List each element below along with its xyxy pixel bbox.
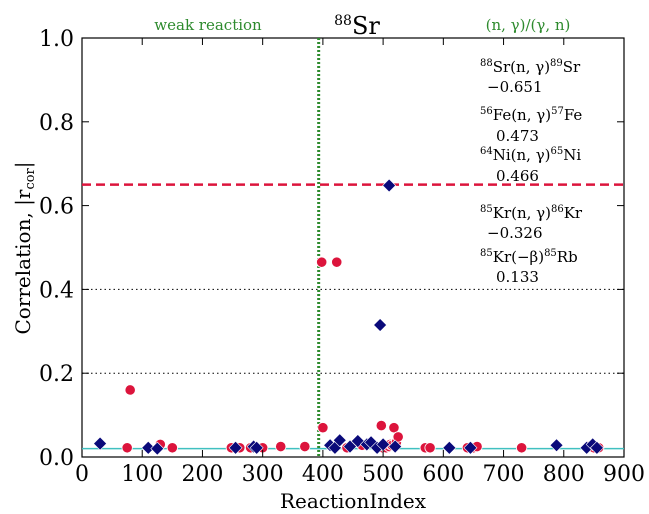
x-tick-label-9: 900 [603, 462, 645, 487]
annotation-3-value: −0.326 [487, 224, 543, 242]
y-tick-label-3: 0.6 [39, 195, 74, 220]
circle-point-21 [388, 422, 400, 434]
x-tick-label-7: 700 [483, 462, 525, 487]
circle-point-0 [121, 442, 133, 454]
annotation-3-reaction: 85Kr(n, γ)86Kr [480, 204, 583, 222]
header-right-label: (n, γ)/(γ, n) [486, 16, 571, 34]
diamond-point-23 [589, 440, 604, 455]
diamond-point-14 [373, 318, 388, 332]
circle-point-9 [299, 440, 311, 453]
x-tick-label-6: 600 [422, 462, 464, 487]
circle-point-10 [316, 256, 328, 268]
plot-frame [81, 37, 625, 458]
annotation-0-reaction: 88Sr(n, γ)89Sr [480, 58, 581, 76]
circle-point-12 [331, 256, 343, 268]
annotation-2-reaction: 64Ni(n, γ)65Ni [480, 146, 581, 164]
x-tick-label-2: 200 [181, 462, 223, 487]
annotation-2-value: 0.466 [496, 167, 539, 185]
circle-point-11 [317, 422, 329, 434]
x-tick-label-0: 0 [75, 462, 89, 487]
annotation-4-value: 0.133 [496, 268, 539, 286]
diamond-point-20 [549, 438, 564, 453]
annotation-1-reaction: 56Fe(n, γ)57Fe [480, 106, 582, 124]
y-tick-label-2: 0.4 [39, 278, 74, 303]
diamond-point-3 [228, 440, 243, 455]
diamond-point-17 [388, 439, 403, 454]
circle-point-1 [124, 384, 136, 396]
y-tick-label-5: 1.0 [39, 27, 74, 52]
annotation-block: 88Sr(n, γ)89Sr −0.651 56Fe(n, γ)57Fe 0.4… [480, 58, 583, 286]
x-tick-label-3: 300 [242, 462, 284, 487]
diamond-point-8 [332, 433, 347, 448]
diamond-point-2 [150, 441, 165, 456]
circle-point-29 [516, 442, 528, 454]
grid-layer [82, 38, 624, 457]
title-superscript: 88 [334, 13, 352, 29]
x-tick-label-8: 800 [543, 462, 585, 487]
y-tick-label-1: 0.2 [39, 362, 74, 387]
diamond-point-16 [382, 178, 397, 193]
y-axis-label: Correlation, |rcor| [11, 161, 38, 334]
annotation-4-reaction: 85Kr(−β)85Rb [480, 248, 578, 266]
annotation-0-value: −0.651 [487, 78, 543, 96]
diamond-point-1 [141, 440, 156, 455]
diamond-point-18 [442, 440, 457, 455]
x-tick-label-1: 100 [121, 462, 163, 487]
diamond-point-5 [249, 440, 264, 455]
x-tick-label-5: 500 [362, 462, 404, 487]
y-tick-label-4: 0.8 [39, 111, 74, 136]
marks-layer [93, 178, 605, 456]
title-main: Sr [352, 12, 380, 40]
diamond-point-0 [93, 436, 107, 451]
annotation-1-value: 0.473 [496, 127, 539, 145]
x-axis-label: ReactionIndex [280, 489, 427, 513]
circle-point-3 [166, 442, 178, 454]
circle-point-25 [424, 442, 436, 454]
x-tick-label-4: 400 [302, 462, 344, 487]
diamond-point-19 [463, 440, 478, 455]
chart-title: 88Sr [334, 12, 380, 40]
y-tick-label-0: 0.0 [39, 446, 74, 471]
circle-point-23 [392, 431, 404, 443]
ticks-layer: 0 100 200 300 400 500 600 700 800 900 0.0 0.2 0.4 0.6… [39, 27, 645, 487]
header-left-label: weak reaction [154, 16, 262, 34]
circle-point-15 [375, 419, 387, 432]
circle-point-8 [275, 440, 287, 453]
